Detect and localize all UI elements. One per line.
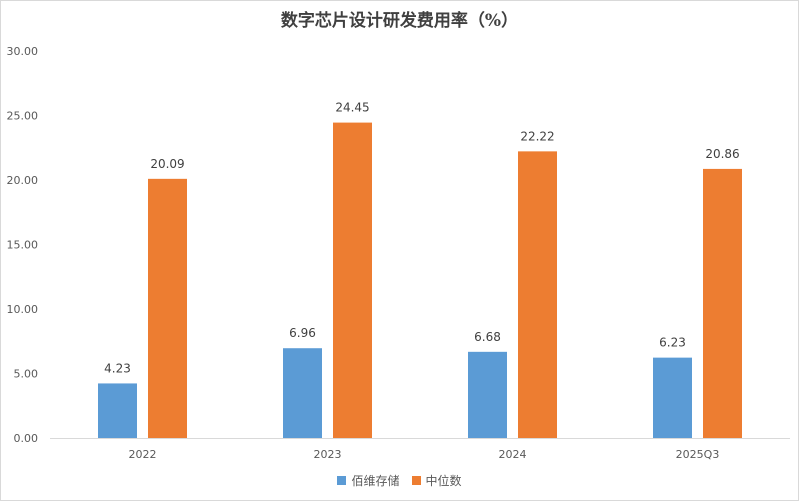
x-axis: 2022 2023 2024 2025Q3 xyxy=(50,438,790,461)
bar-series-1 xyxy=(98,383,137,438)
y-tick-label: 20.00 xyxy=(7,174,39,187)
chart-title: 数字芯片设计研发费用率（%） xyxy=(280,11,519,31)
legend-item-series-2: 中位数 xyxy=(411,472,462,489)
data-label: 20.86 xyxy=(705,147,739,161)
y-axis: 0.00 5.00 10.00 15.00 20.00 25.00 30.00 xyxy=(7,45,39,445)
legend: 佰维存储 中位数 xyxy=(0,472,799,489)
data-label: 6.96 xyxy=(289,326,316,340)
bar-series-2 xyxy=(333,122,372,438)
bars xyxy=(98,122,742,439)
data-label: 6.68 xyxy=(474,330,501,344)
bar-series-2 xyxy=(703,168,742,438)
x-tick-label: 2025Q3 xyxy=(676,448,720,461)
data-label: 4.23 xyxy=(104,361,131,375)
x-tick-label: 2023 xyxy=(314,448,342,461)
y-tick-label: 0.00 xyxy=(14,432,39,445)
legend-label-series-1: 佰维存储 xyxy=(351,474,400,488)
legend-item-series-1: 佰维存储 xyxy=(337,472,400,489)
bar-series-1 xyxy=(468,351,507,438)
x-tick-label: 2022 xyxy=(129,448,157,461)
legend-label-series-2: 中位数 xyxy=(425,474,462,488)
data-label: 24.45 xyxy=(335,101,369,115)
y-tick-label: 10.00 xyxy=(7,303,39,316)
bar-series-1 xyxy=(653,357,692,438)
bar-series-2 xyxy=(148,178,187,439)
data-label: 6.23 xyxy=(659,336,686,350)
bar-series-1 xyxy=(283,348,322,438)
y-tick-label: 30.00 xyxy=(7,45,39,58)
y-tick-label: 25.00 xyxy=(7,110,39,123)
data-label: 22.22 xyxy=(520,129,554,143)
data-labels: 4.23 20.09 6.96 24.45 6.68 22.22 6.23 20.86 xyxy=(104,101,740,376)
legend-swatch-series-2 xyxy=(411,476,421,485)
bar-series-2 xyxy=(518,151,557,438)
x-tick-label: 2024 xyxy=(499,448,527,461)
data-label: 20.09 xyxy=(150,157,184,171)
y-tick-label: 5.00 xyxy=(14,368,39,381)
y-tick-label: 15.00 xyxy=(7,239,39,252)
legend-swatch-series-1 xyxy=(337,476,347,485)
